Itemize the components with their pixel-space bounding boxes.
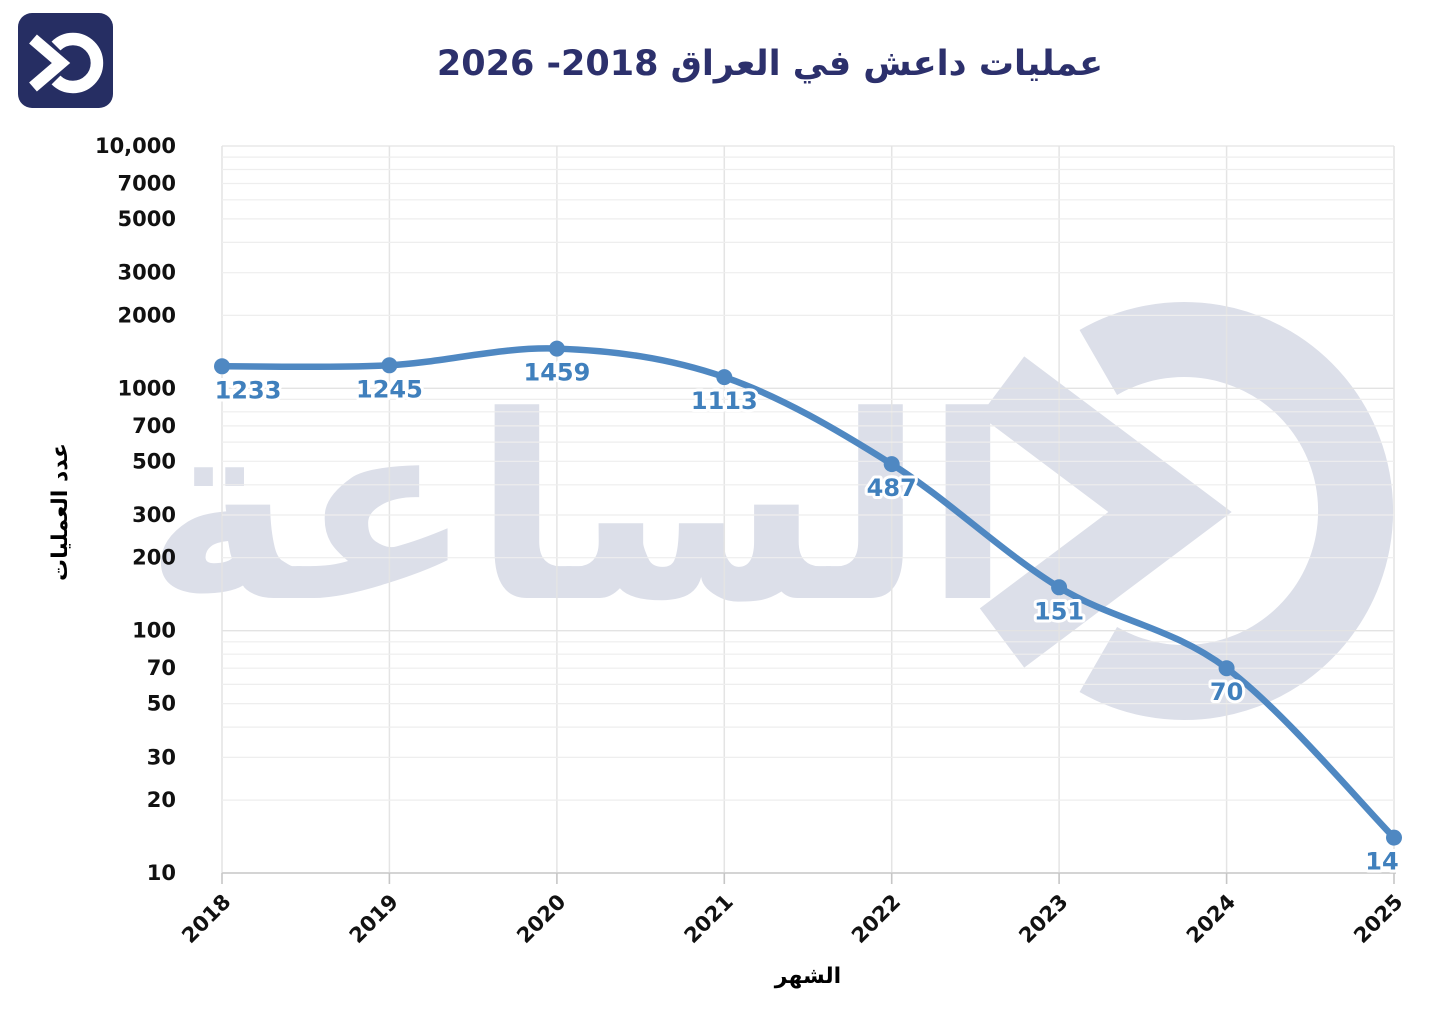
axis-layer [221,872,1396,884]
y-axis-title: عدد العمليات [48,443,73,581]
watermark-text: الساعة [144,362,1011,659]
data-point-label: 70 [1210,678,1243,706]
y-tick-label: 2000 [118,303,176,327]
logo-ring [51,32,104,94]
y-tick-label: 70 [147,656,176,680]
y-tick-label: 1000 [118,376,176,400]
data-point-marker [716,369,733,386]
watermark-chevron-icon [979,356,1232,668]
y-tick-label: 20 [147,788,176,812]
data-point-label: 1113 [691,387,758,415]
data-point-marker [883,456,900,473]
y-tick-label: 10 [147,861,176,885]
x-tick-label: 2023 [1014,890,1072,948]
y-tick-label: 3000 [118,261,176,285]
data-point-label: 1233 [215,376,282,404]
gridline-layer [221,145,1395,874]
x-tick-label: 2022 [847,890,905,948]
data-point-marker [381,357,398,374]
data-point-label: 487 [867,474,917,502]
y-tick-label: 10,000 [95,134,176,158]
x-tick-label: 2019 [345,890,403,948]
y-tick-label: 7000 [118,172,176,196]
data-point-label: 1459 [524,359,591,387]
data-point-markers [214,340,1402,846]
y-tick-label: 50 [147,692,176,716]
data-point-label: 1245 [356,375,423,403]
x-axis-title: الشهر [774,964,842,989]
x-tick-label: 2021 [680,890,738,948]
y-tick-label: 5000 [118,207,176,231]
data-point-marker [214,358,230,375]
alsaa-logo [18,13,113,108]
x-tick-label: 2020 [512,890,570,948]
data-point-marker [548,340,565,357]
data-point-marker [1218,660,1235,677]
x-tick-label: 2018 [177,890,235,948]
data-point-label: 151 [1034,597,1084,625]
data-point-marker [1051,579,1068,596]
data-point-marker [1386,829,1402,846]
x-tick-label: 2025 [1349,890,1407,948]
y-tick-label: 100 [132,619,176,643]
x-tick-labels: 2018 2019 2020 2021 2022 2023 2024 2025 [177,890,1407,948]
y-tick-labels: 10,000 7000 5000 3000 2000 1000 700 500 300 200 10… [95,134,176,885]
chart-title: عمليات داعش في العراق 2018- 2026 [436,44,1104,84]
x-tick-label: 2024 [1182,890,1240,948]
watermark-ring [1079,302,1394,720]
y-tick-label: 500 [132,449,176,473]
data-point-labels: 1233 1245 1459 1113 487 151 70 14 [212,356,1402,879]
y-tick-label: 700 [132,414,176,438]
y-tick-label: 300 [132,503,176,527]
logo-chevron-icon [29,34,71,92]
y-tick-label: 30 [147,745,176,769]
data-point-label: 14 [1365,848,1398,876]
y-tick-label: 200 [132,546,176,570]
